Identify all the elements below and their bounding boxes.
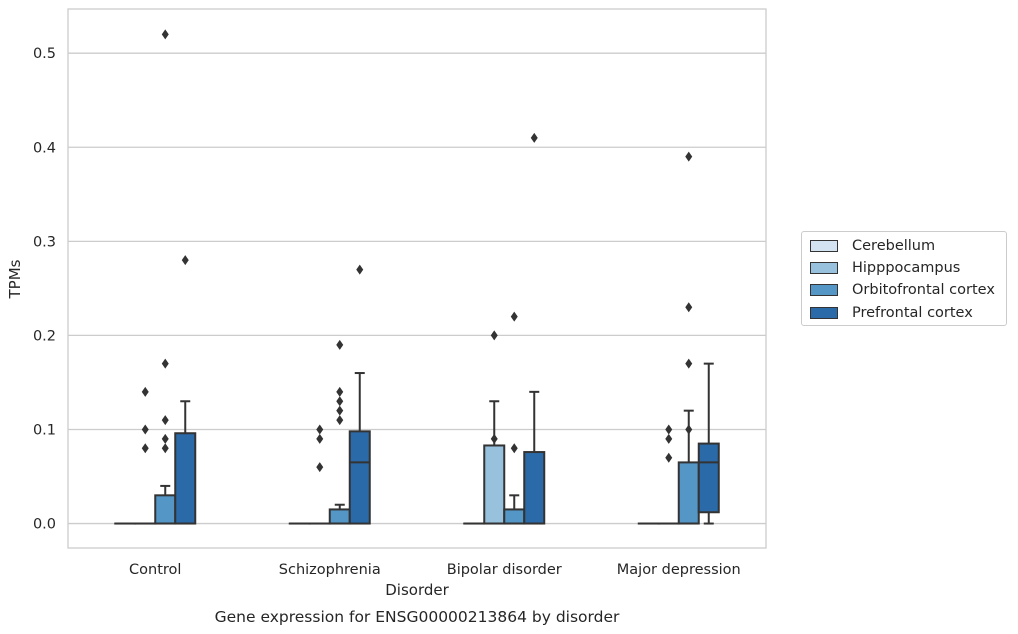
box-prefrontal-cortex [174, 255, 197, 525]
box-hipppocampus [657, 424, 680, 525]
outlier-point [161, 415, 169, 426]
outlier-point [685, 424, 693, 435]
outlier-point [161, 443, 169, 454]
outlier-point [161, 358, 169, 369]
outlier-point [336, 405, 344, 416]
box-body [523, 451, 546, 525]
box-orbitofrontal-cortex [154, 29, 177, 525]
box-body [483, 444, 506, 525]
legend-swatch-prefrontal-cortex [810, 307, 838, 319]
outlier-point [141, 386, 149, 397]
x-tick-label: Major depression [617, 562, 741, 578]
legend-label-prefrontal-cortex: Prefrontal cortex [852, 305, 973, 321]
box-body [503, 508, 526, 525]
legend-item-hipppocampus: Hipppocampus [810, 259, 960, 277]
outlier-point [336, 339, 344, 350]
outlier-point [510, 443, 518, 454]
y-tick-label: 0.2 [33, 328, 56, 344]
outlier-point [141, 424, 149, 435]
box-hipppocampus [483, 330, 506, 525]
y-tick-label: 0.3 [33, 234, 56, 250]
box-orbitofrontal-cortex [328, 339, 351, 525]
box-body [348, 430, 371, 525]
box-prefrontal-cortex [697, 362, 720, 525]
outlier-point [141, 443, 149, 454]
y-tick-label: 0.5 [33, 46, 56, 62]
plot-area-frame [67, 8, 767, 549]
y-tick-label: 0.1 [33, 422, 56, 438]
y-axis-label: TPMs [6, 259, 24, 299]
legend-swatch-orbitofrontal-cortex [810, 284, 838, 296]
box-body [677, 461, 700, 525]
y-gridlines [68, 52, 766, 525]
box-orbitofrontal-cortex [503, 311, 526, 525]
outlier-point [665, 452, 673, 463]
outlier-point [510, 311, 518, 322]
legend: Cerebellum Hipppocampus Orbitofrontal co… [801, 231, 1007, 326]
outlier-point [161, 433, 169, 444]
x-tick-label: Control [129, 562, 181, 578]
outlier-point [181, 255, 189, 266]
y-tick-label: 0.4 [33, 140, 56, 156]
box-hipppocampus [308, 424, 331, 525]
x-tick-labels: Control Schizophrenia Bipolar disorder Majo… [129, 562, 741, 578]
box-hipppocampus [134, 386, 157, 525]
box-orbitofrontal-cortex [677, 151, 700, 525]
x-tick-label: Bipolar disorder [447, 562, 562, 578]
outlier-point [316, 424, 324, 435]
legend-label-orbitofrontal-cortex: Orbitofrontal cortex [852, 282, 995, 298]
box-body [697, 442, 720, 514]
legend-item-cerebellum: Cerebellum [810, 237, 935, 255]
outlier-point [356, 264, 364, 275]
outlier-point [685, 358, 693, 369]
chart-title: Gene expression for ENSG00000213864 by d… [215, 608, 620, 626]
legend-item-prefrontal-cortex: Prefrontal cortex [810, 304, 973, 322]
outlier-point [490, 433, 498, 444]
outlier-point [161, 29, 169, 40]
outlier-point [316, 433, 324, 444]
outlier-point [336, 386, 344, 397]
x-axis-label: Disorder [385, 581, 449, 599]
legend-swatch-hipppocampus [810, 262, 838, 274]
outlier-point [316, 462, 324, 473]
legend-label-hipppocampus: Hipppocampus [852, 260, 961, 276]
legend-swatch-cerebellum [810, 240, 838, 252]
box-marks [114, 29, 720, 525]
outlier-point [685, 302, 693, 313]
x-tick-label: Schizophrenia [279, 562, 381, 578]
outlier-point [665, 433, 673, 444]
outlier-point [490, 330, 498, 341]
box-prefrontal-cortex [348, 264, 371, 525]
box-body [154, 494, 177, 525]
box-prefrontal-cortex [523, 132, 546, 525]
y-tick-labels: 0.0 0.1 0.2 0.3 0.4 0.5 [33, 46, 56, 532]
outlier-point [685, 151, 693, 162]
outlier-point [665, 424, 673, 435]
legend-item-orbitofrontal-cortex: Orbitofrontal cortex [810, 281, 995, 299]
legend-label-cerebellum: Cerebellum [852, 238, 936, 254]
y-tick-label: 0.0 [33, 517, 56, 533]
box-body [328, 508, 351, 525]
box-body [174, 432, 197, 525]
outlier-point [336, 415, 344, 426]
outlier-point [336, 396, 344, 407]
outlier-point [530, 132, 538, 143]
